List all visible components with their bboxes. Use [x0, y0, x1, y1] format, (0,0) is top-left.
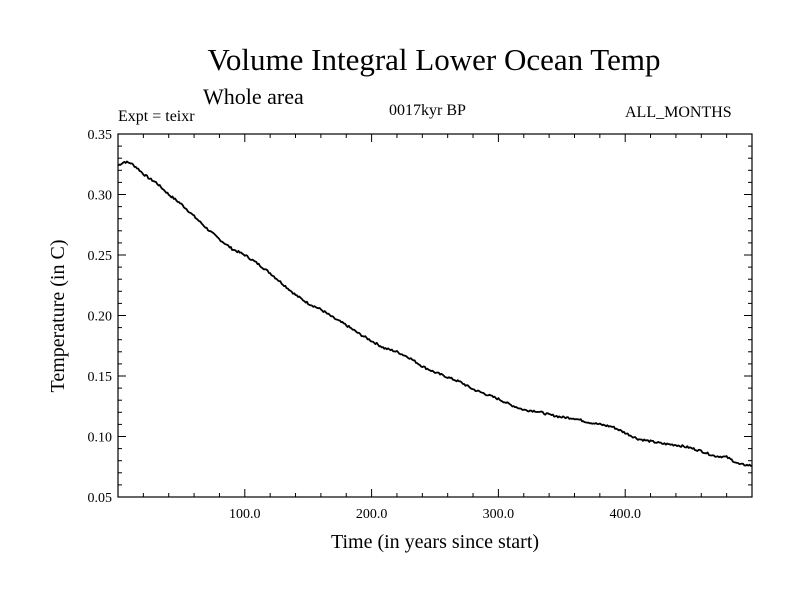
y-tick-label: 0.20	[88, 310, 113, 325]
x-tick-label: 100.0	[229, 507, 261, 522]
series	[117, 160, 752, 467]
months-label: ALL_MONTHS	[625, 104, 732, 121]
y-tick-label: 0.30	[88, 189, 113, 204]
tick-marks	[118, 133, 752, 498]
x-tick-label: 300.0	[483, 507, 515, 522]
y-tick-label: 0.35	[88, 128, 113, 143]
x-tick-label: 400.0	[609, 507, 641, 522]
x-axis-label: Time (in years since start)	[331, 531, 539, 553]
y-tick-label: 0.05	[88, 491, 113, 506]
period-label: 0017kyr BP	[389, 102, 466, 119]
tick-labels: 100.0 200.0 300.0 400.0 0.05 0.10 0.15 0.20 0.25…	[88, 128, 641, 522]
y-tick-label: 0.15	[88, 370, 113, 385]
y-tick-label: 0.10	[88, 431, 113, 446]
chart-title: Volume Integral Lower Ocean Temp	[207, 42, 661, 77]
experiment-label: Expt = teixr	[118, 108, 195, 125]
chart-subtitle: Whole area	[203, 84, 304, 109]
y-tick-label: 0.25	[88, 249, 113, 264]
temperature-series-line	[117, 160, 752, 467]
y-axis-label: Temperature (in C)	[47, 240, 69, 393]
x-tick-label: 200.0	[356, 507, 388, 522]
